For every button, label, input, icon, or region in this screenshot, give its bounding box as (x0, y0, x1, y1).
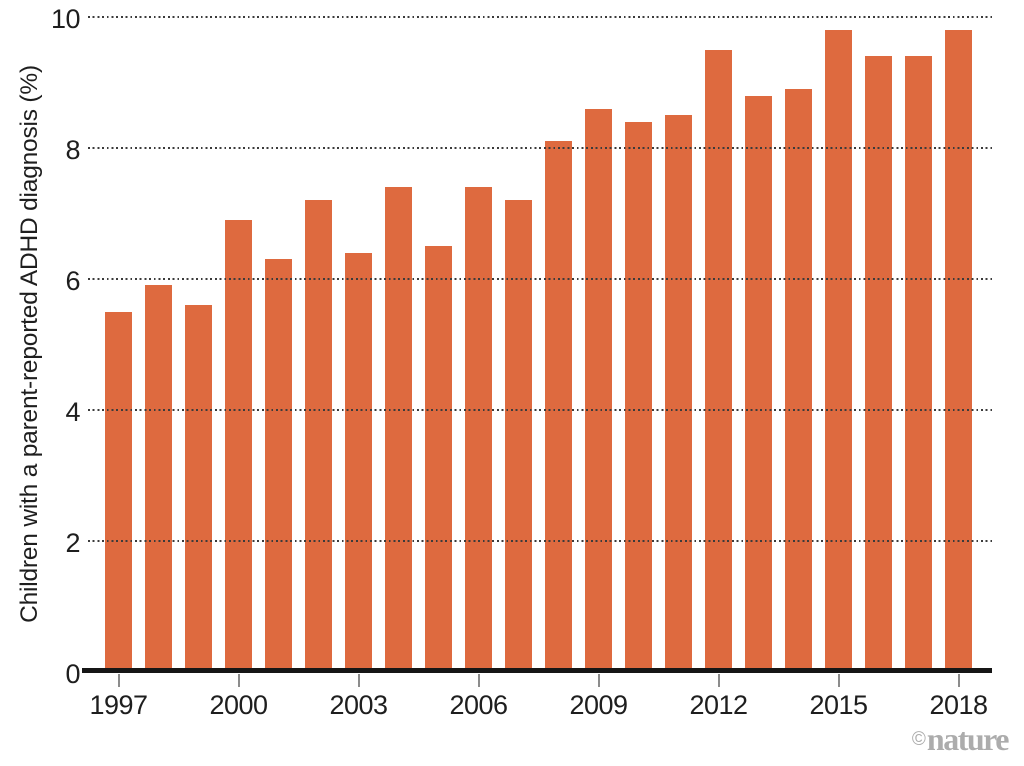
bar-2004 (385, 187, 412, 672)
xtick-mark-2009 (597, 674, 600, 687)
ytick-label-0: 0 (65, 658, 80, 689)
ytick-label-10: 10 (50, 4, 81, 34)
bar-2005 (425, 246, 452, 672)
xtick-mark-1997 (117, 674, 120, 687)
watermark-brand-text: nature (926, 721, 1010, 757)
bar-2010 (625, 121, 652, 672)
gridline-4 (88, 408, 992, 411)
copyright-icon: © (911, 728, 926, 750)
xtick-mark-2012 (717, 674, 720, 687)
bar-2013 (745, 95, 772, 672)
bar-2017 (905, 56, 932, 672)
gridline-8 (88, 146, 992, 149)
bar-2011 (665, 115, 692, 672)
nature-watermark: © nature (911, 721, 1010, 757)
xtick-mark-2000 (237, 674, 240, 687)
xtick-mark-2015 (837, 674, 840, 687)
xtick-mark-2006 (477, 674, 480, 687)
xtick-label-2003: 2003 (329, 690, 388, 720)
bar-2015 (825, 30, 852, 672)
xtick-label-1997: 1997 (89, 690, 148, 720)
bar-1997 (105, 311, 132, 672)
bar-2001 (265, 259, 292, 672)
ytick-label-2: 2 (65, 527, 80, 558)
xtick-label-2000: 2000 (209, 690, 268, 720)
bar-2018 (945, 30, 972, 672)
bar-2014 (785, 88, 812, 672)
ytick-label-8: 8 (65, 134, 80, 165)
xtick-mark-2003 (357, 674, 360, 687)
xtick-mark-2018 (957, 674, 960, 687)
bar-2016 (865, 56, 892, 672)
bar-2002 (305, 200, 332, 672)
xtick-label-2015: 2015 (809, 690, 868, 720)
bar-2007 (505, 200, 532, 672)
xtick-label-2009: 2009 (569, 690, 628, 720)
bar-2003 (345, 252, 372, 672)
xtick-label-2018: 2018 (929, 690, 988, 720)
xtick-label-2012: 2012 (689, 690, 748, 720)
x-axis-line (82, 668, 992, 673)
bar-1999 (185, 304, 212, 672)
xtick-label-2006: 2006 (449, 690, 508, 720)
bar-2006 (465, 187, 492, 672)
bar-2009 (585, 108, 612, 672)
ytick-label-4: 4 (65, 396, 80, 427)
gridline-2 (88, 539, 992, 542)
ytick-label-6: 6 (65, 265, 80, 296)
bar-2012 (705, 49, 732, 672)
bar-1998 (145, 285, 172, 672)
bar-2000 (225, 219, 252, 672)
gridline-10 (88, 16, 992, 18)
gridline-6 (88, 277, 992, 280)
bar-2008 (545, 141, 572, 672)
